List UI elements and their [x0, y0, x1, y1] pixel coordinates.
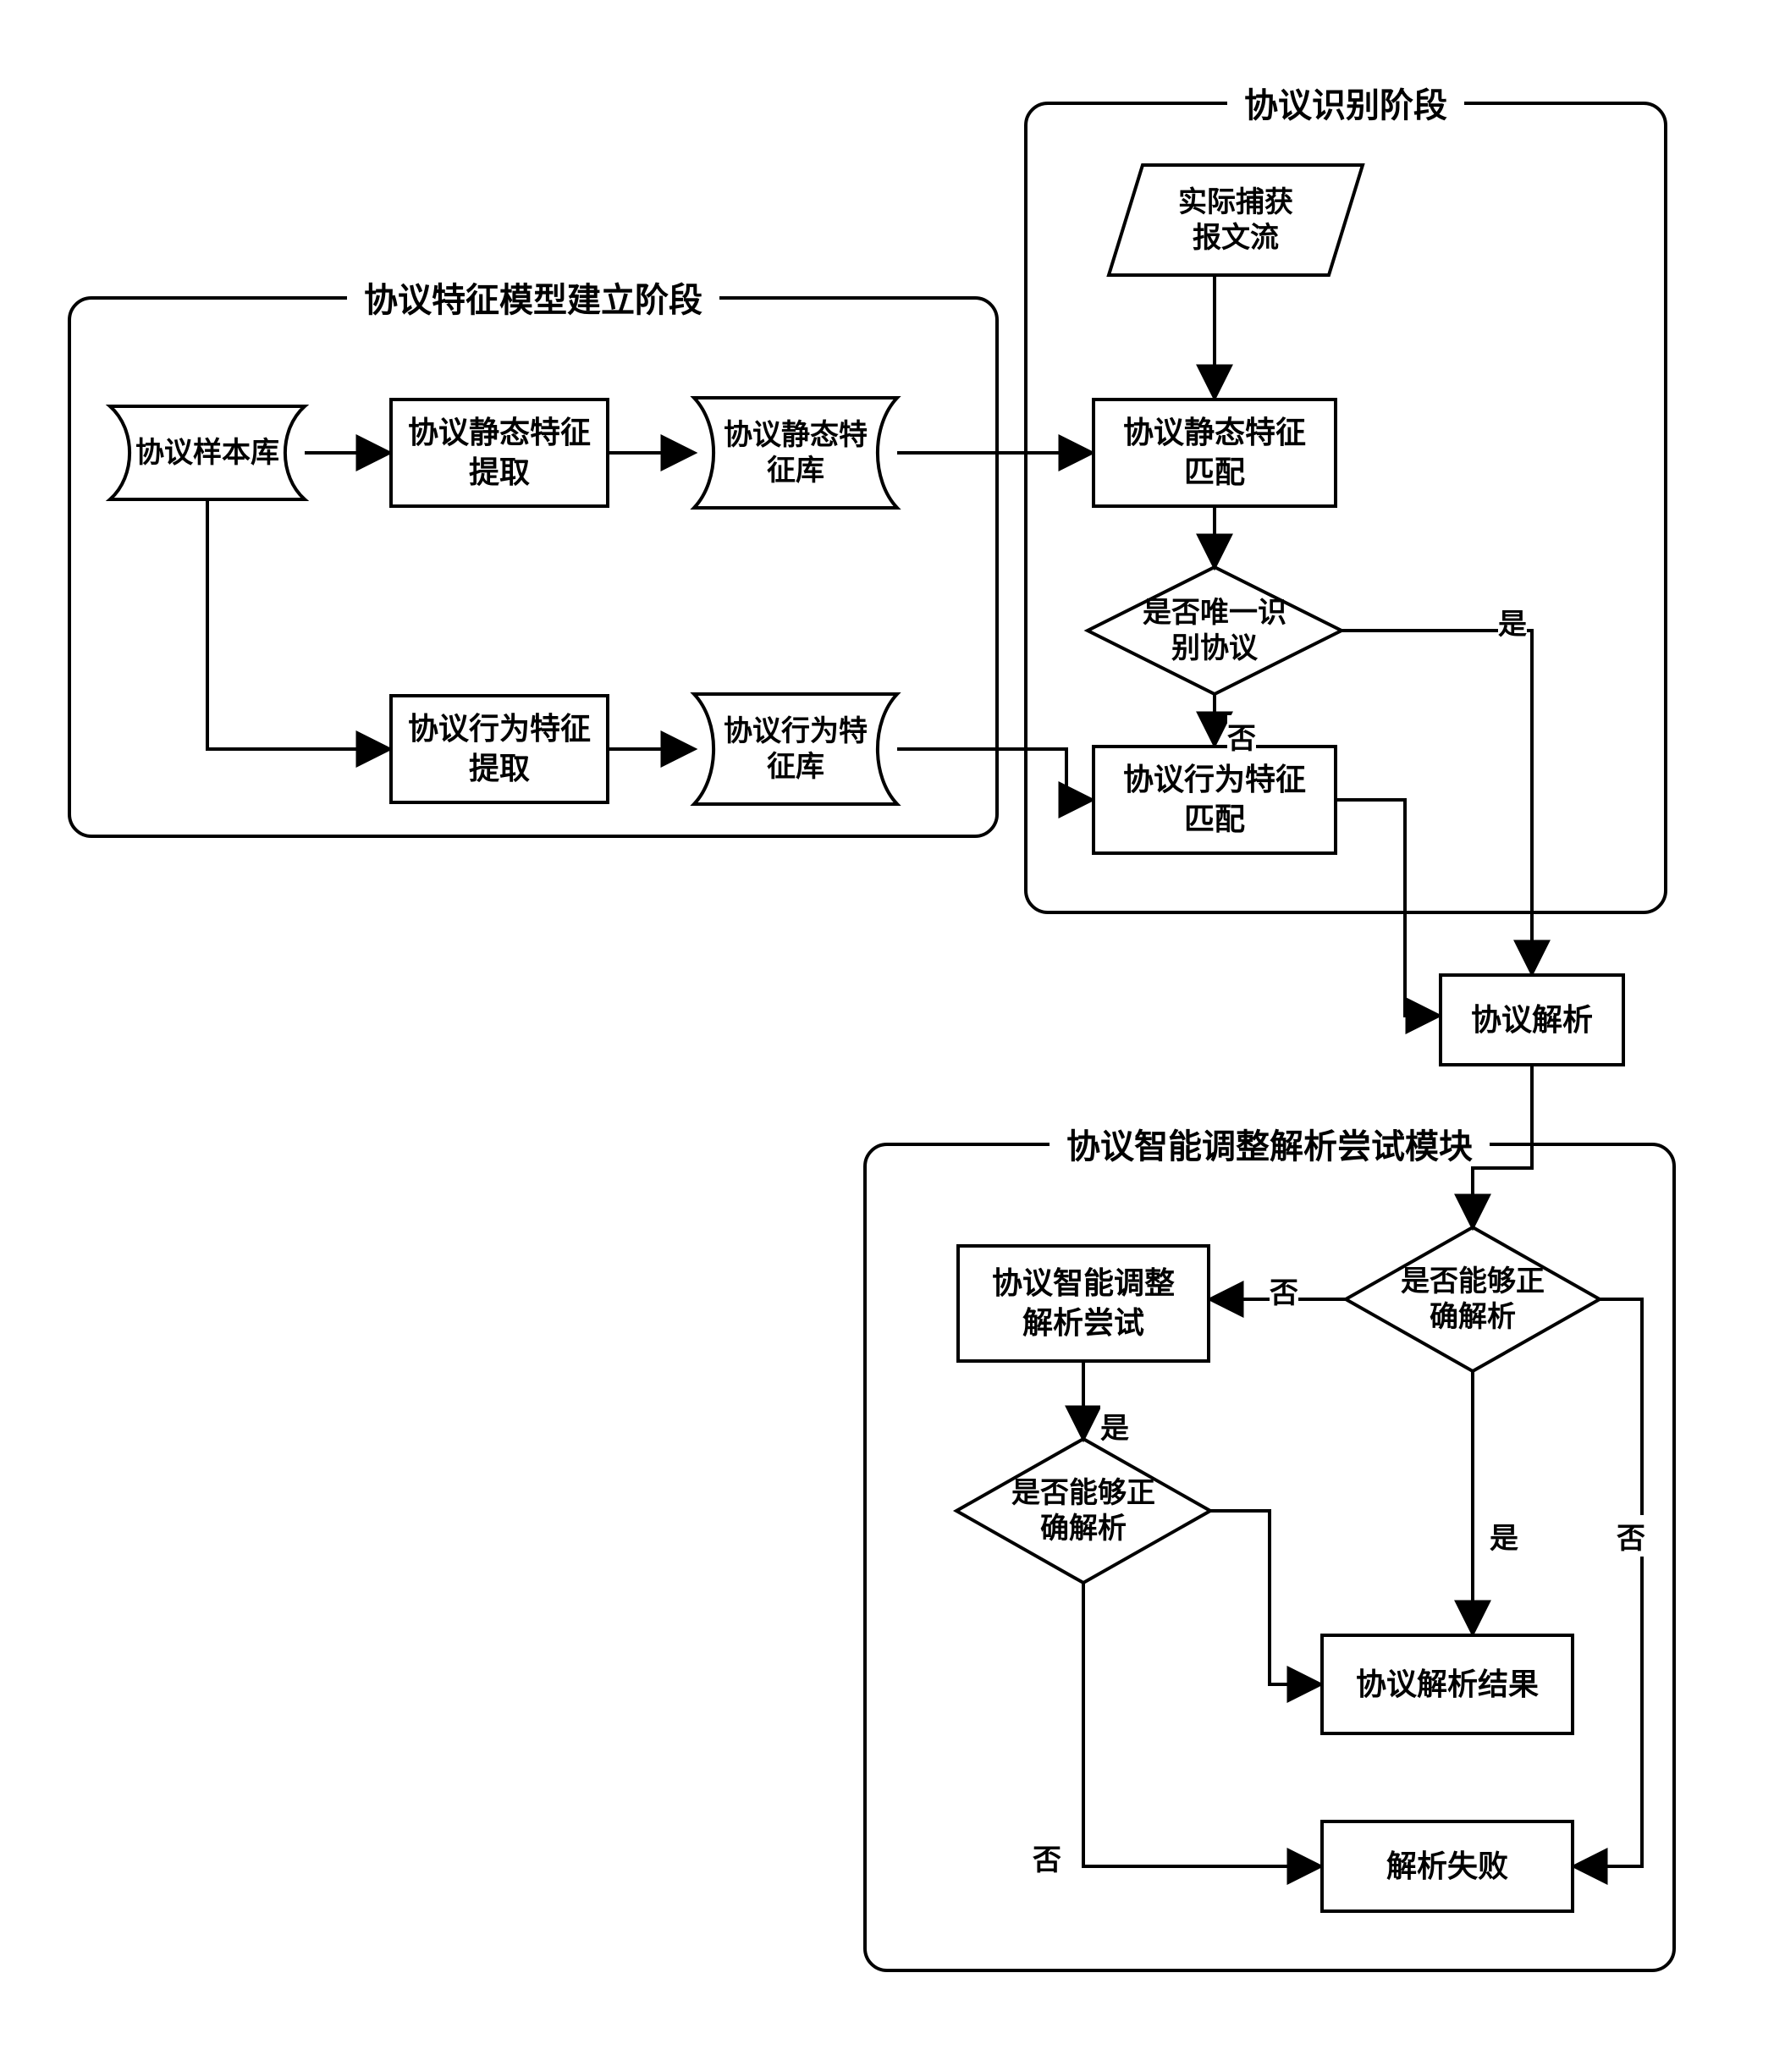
- edge-label: 否: [1033, 1837, 1061, 1878]
- node-static-db: 协议静态特征库: [694, 398, 897, 508]
- stage-title: 协议特征模型建立阶段: [347, 273, 719, 322]
- node-parse-fail: 解析失败: [1320, 1820, 1574, 1913]
- datastore-label: 协议静态特征库: [694, 398, 897, 508]
- decision-label: 是否唯一识别协议: [1088, 567, 1342, 694]
- node-parse-result: 协议解析结果: [1320, 1634, 1574, 1735]
- node-static-match: 协议静态特征匹配: [1092, 398, 1337, 508]
- stage-title: 协议智能调整解析尝试模块: [1050, 1119, 1490, 1168]
- flowchart-canvas: 协议特征模型建立阶段 协议识别阶段 协议智能调整解析尝试模块 协议静态特征提取 …: [0, 0, 1774, 2072]
- node-sample-db: 协议样本库: [110, 406, 305, 499]
- node-unique-decision: 是否唯一识别协议: [1088, 567, 1342, 694]
- edge-label: 是: [1498, 601, 1527, 642]
- node-retry-ok-decision: 是否能够正确解析: [956, 1439, 1210, 1583]
- node-behavior-extract: 协议行为特征提取: [389, 694, 609, 804]
- datastore-label: 协议行为特征库: [694, 694, 897, 804]
- node-parse-ok-decision: 是否能够正确解析: [1346, 1227, 1600, 1371]
- decision-label: 是否能够正确解析: [956, 1439, 1210, 1583]
- edge-label: 否: [1270, 1270, 1298, 1311]
- node-capture: 实际捕获报文流: [1109, 165, 1363, 275]
- edge-label: 否: [1227, 715, 1256, 757]
- datastore-label: 协议样本库: [110, 406, 305, 499]
- edge-label: 是: [1490, 1515, 1518, 1557]
- edge-label: 否: [1617, 1515, 1645, 1557]
- node-smart-retry: 协议智能调整解析尝试: [956, 1244, 1210, 1363]
- node-behavior-db: 协议行为特征库: [694, 694, 897, 804]
- edge-label: 是: [1100, 1405, 1129, 1447]
- node-static-extract: 协议静态特征提取: [389, 398, 609, 508]
- node-parse: 协议解析: [1439, 973, 1625, 1066]
- stage-title: 协议识别阶段: [1227, 78, 1464, 127]
- decision-label: 是否能够正确解析: [1346, 1227, 1600, 1371]
- parallelogram-label: 实际捕获报文流: [1109, 165, 1363, 275]
- node-behavior-match: 协议行为特征匹配: [1092, 745, 1337, 855]
